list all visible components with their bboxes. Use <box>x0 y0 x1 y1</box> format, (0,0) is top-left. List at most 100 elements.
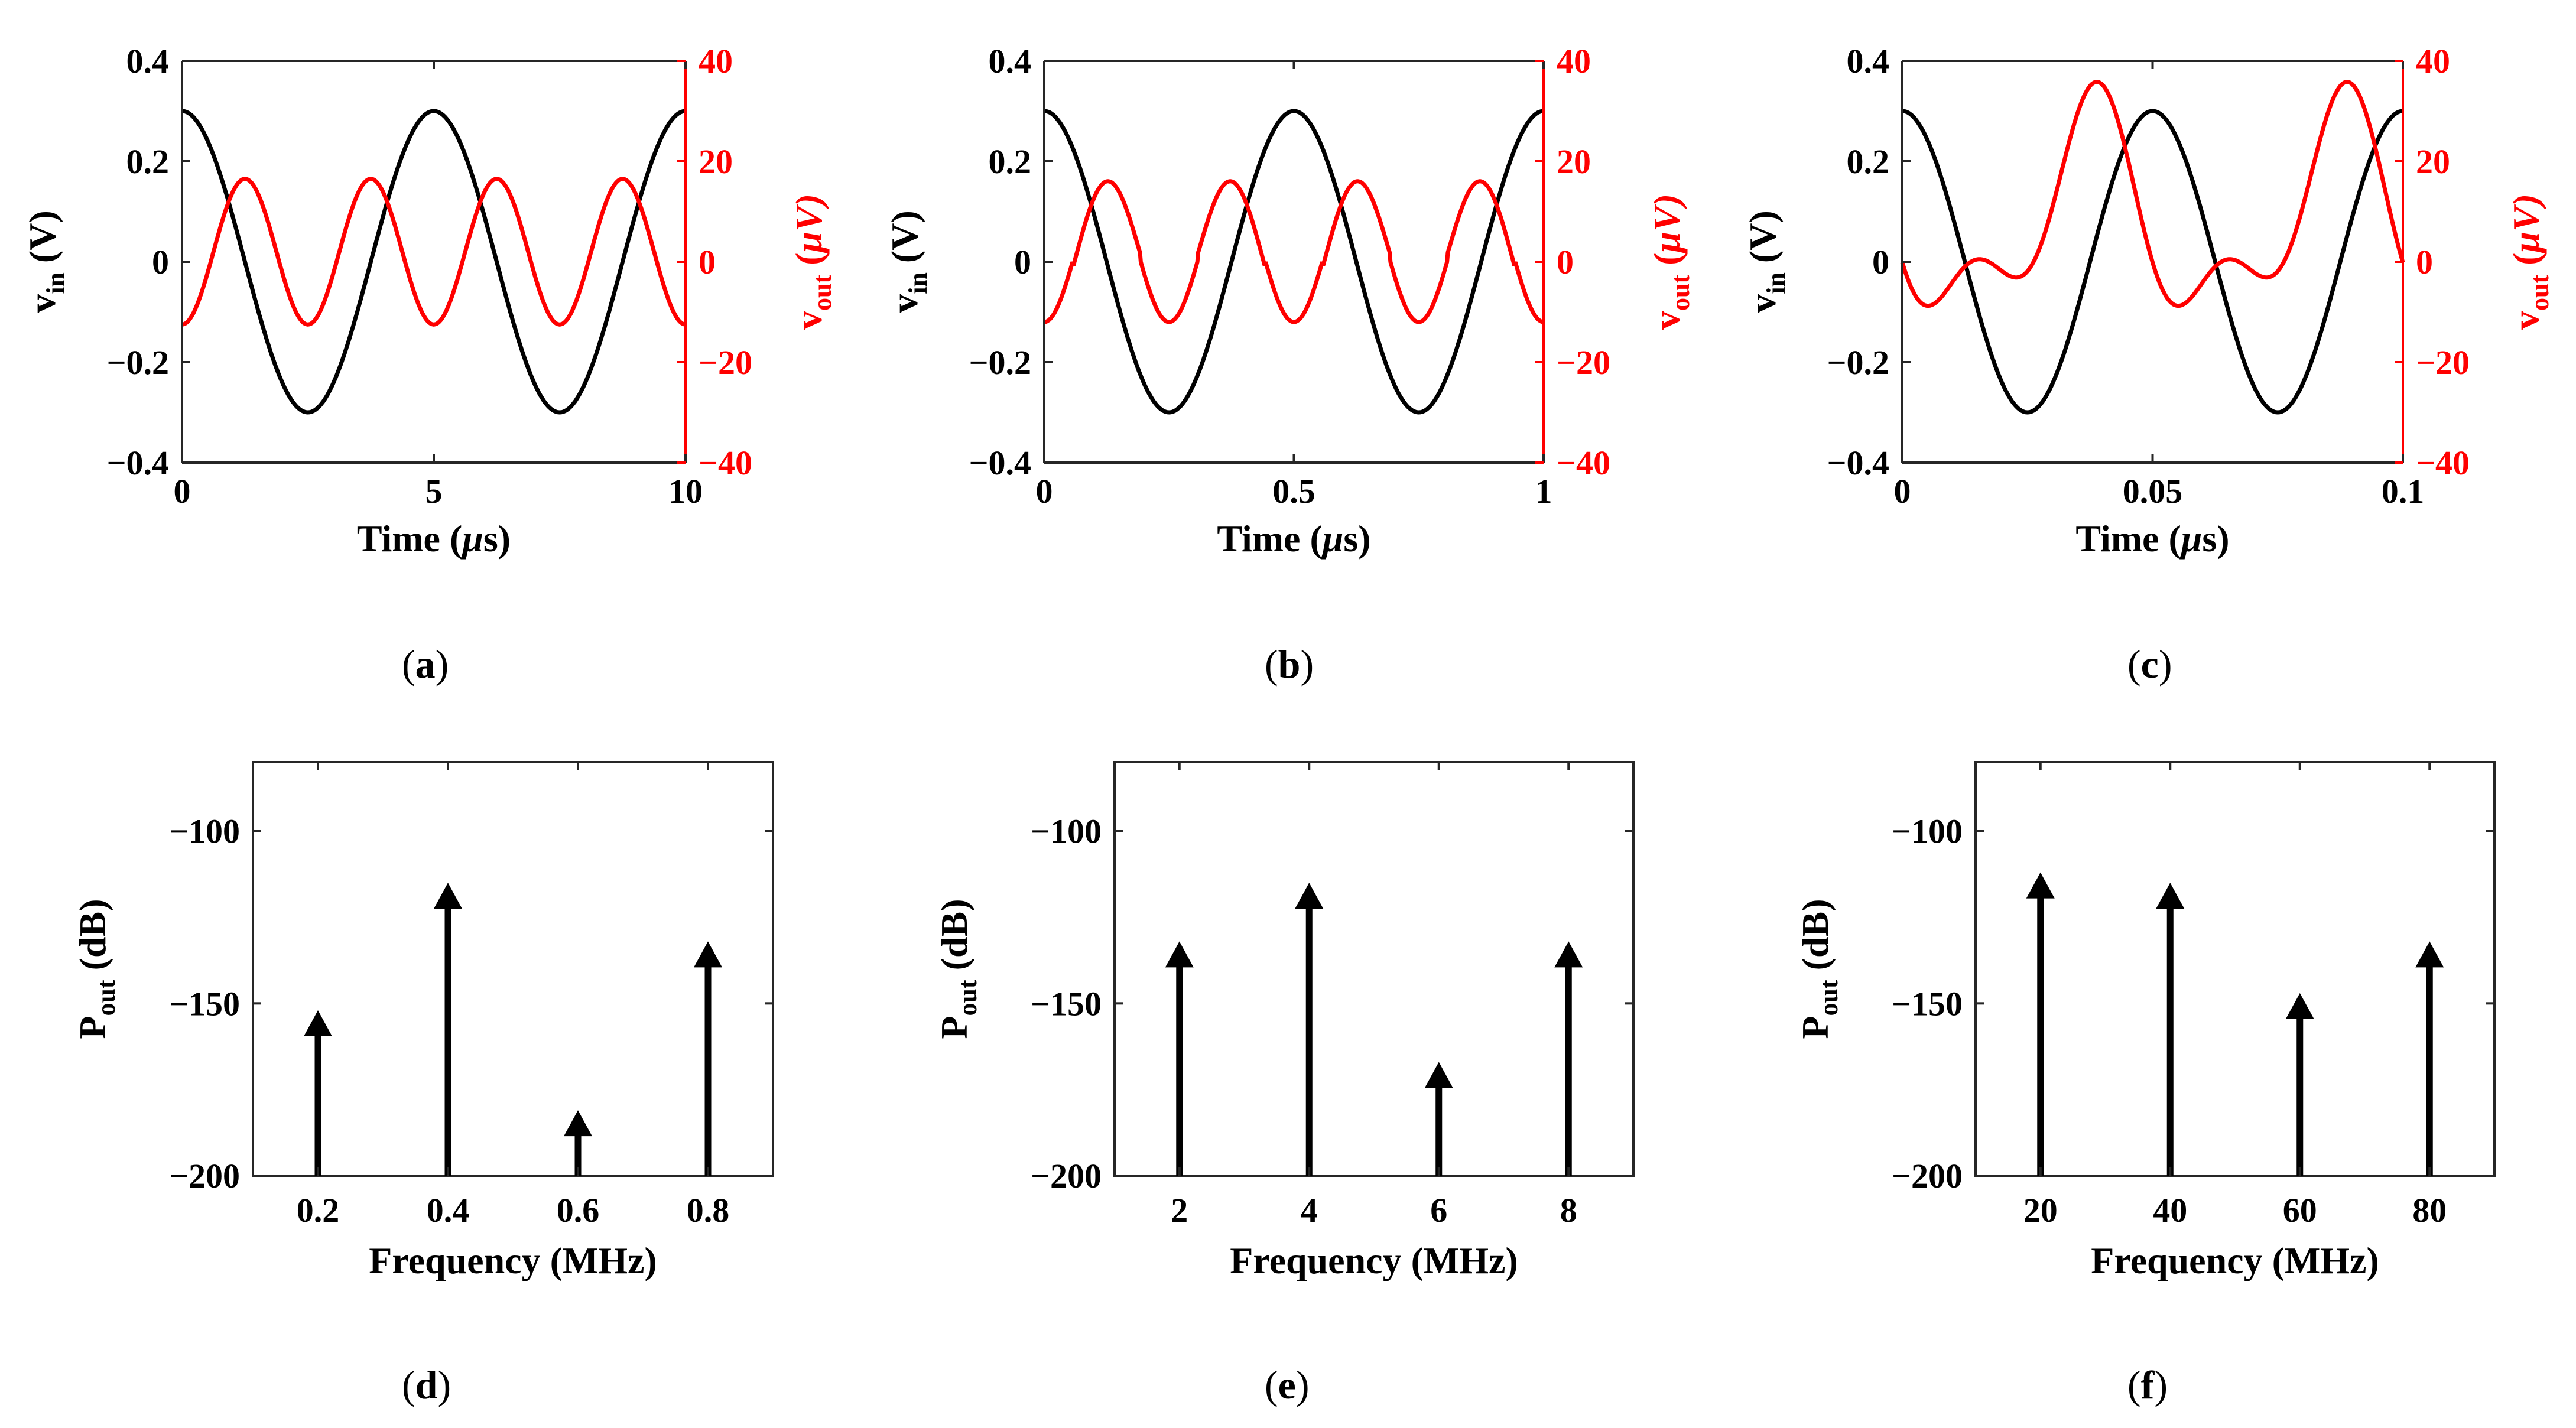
y-tick-label: −200 <box>1892 1157 1963 1195</box>
x-tick-label: 0.2 <box>297 1191 340 1229</box>
panel-label-a: (a) <box>402 642 449 687</box>
y-axis-title-left: vin (V) <box>1742 210 1791 313</box>
x-tick-label: 6 <box>1430 1191 1447 1229</box>
y-right-tick-label: 40 <box>699 42 733 80</box>
chart-a: 0 5 10 0.4 0.2 0 −0.2 −0.4 40 20 0 −20 −40 Time (μs) v… <box>21 42 837 560</box>
vout-series-line <box>181 177 686 327</box>
vout-series-line <box>1044 179 1544 324</box>
y-right-tick-label: −20 <box>699 343 752 382</box>
y-tick-label: 0.2 <box>1847 142 1890 181</box>
stem-arrowhead <box>2026 872 2055 899</box>
x-tick-label: 10 <box>668 472 703 510</box>
y-tick-label: 0 <box>152 243 169 281</box>
stem-arrowhead <box>304 1010 332 1036</box>
x-axis-title: Frequency (MHz) <box>2091 1240 2379 1281</box>
y-tick-label: 0.4 <box>1847 42 1890 80</box>
y-right-tick-label: −40 <box>2416 444 2470 482</box>
y-tick-label: −0.4 <box>1827 444 1889 482</box>
chart-f: 20 40 60 80 −100 −150 −200 Frequency (MHz) Pout … <box>1794 761 2496 1281</box>
plot-frame <box>1974 761 2496 1177</box>
x-tick-label: 0 <box>174 472 191 510</box>
y-axis-title: Pout (dB) <box>1794 899 1843 1039</box>
y-right-tick-label: 20 <box>2416 142 2450 181</box>
x-tick-label: 40 <box>2153 1191 2187 1229</box>
stem-arrowhead <box>1554 941 1583 968</box>
y-axis-title-left: vin (V) <box>21 210 70 313</box>
y-axis-title: Pout (dB) <box>933 899 982 1039</box>
y-right-tick-label: 0 <box>2416 243 2433 281</box>
stem-arrowhead <box>1295 883 1324 909</box>
x-tick-label: 0 <box>1036 472 1053 510</box>
x-tick-label: 20 <box>2023 1191 2058 1229</box>
y-tick-label: −0.4 <box>969 444 1031 482</box>
panel-label-b: (b) <box>1265 642 1314 687</box>
y-tick-label: −150 <box>1031 984 1102 1023</box>
panel-label-f: (f) <box>2127 1362 2168 1407</box>
chart-d: 0.2 0.4 0.6 0.8 −100 −150 −200 Frequency (MHz) P… <box>72 761 774 1281</box>
chart-b: 0 0.5 1 0.4 0.2 0 −0.2 −0.4 40 20 0 −20 −40 Time (μs)… <box>883 42 1695 560</box>
panel-label-d: (d) <box>402 1362 451 1407</box>
chart-e: 2 4 6 8 −100 −150 −200 Frequency (MHz) Pout (dB) <box>933 761 1635 1281</box>
x-tick-label: 80 <box>2412 1191 2447 1229</box>
stem-arrowhead <box>2285 993 2314 1019</box>
y-right-tick-label: −40 <box>699 444 752 482</box>
x-tick-label: 0.5 <box>1272 472 1315 510</box>
y-tick-label: 0.4 <box>989 42 1032 80</box>
vin-series-line <box>1902 109 2403 415</box>
chart-c: 0 0.05 0.1 0.4 0.2 0 −0.2 −0.4 40 20 0 −20 −40 Time (… <box>1742 42 2554 560</box>
y-tick-label: −0.4 <box>106 444 169 482</box>
y-axis-title-right: vout (μV) <box>788 194 837 330</box>
x-tick-label: 1 <box>1535 472 1552 510</box>
x-tick-label: 0.4 <box>427 1191 470 1229</box>
x-tick-label: 4 <box>1301 1191 1318 1229</box>
panel-label-e: (e) <box>1265 1362 1310 1407</box>
y-axis-title-right: vout (μV) <box>2505 194 2554 330</box>
y-axis-title: Pout (dB) <box>72 899 121 1039</box>
stem-arrowhead <box>1165 941 1194 968</box>
x-tick-label: 5 <box>425 472 443 510</box>
x-tick-label: 0.05 <box>2123 472 2183 510</box>
x-tick-label: 0 <box>1894 472 1911 510</box>
vin-series-line <box>1044 109 1544 415</box>
x-axis-title: Frequency (MHz) <box>369 1240 657 1281</box>
stem-arrowhead <box>2415 941 2444 968</box>
stem-arrowhead <box>1424 1062 1453 1088</box>
y-tick-label: −100 <box>1892 812 1963 851</box>
plot-frame <box>252 761 774 1177</box>
x-axis-title: Time (μs) <box>357 518 511 560</box>
x-tick-label: 0.1 <box>2382 472 2425 510</box>
stem-arrowhead <box>434 883 462 909</box>
x-tick-label: 8 <box>1560 1191 1577 1229</box>
x-tick-label: 0.8 <box>687 1191 730 1229</box>
y-tick-label: −100 <box>1031 812 1102 851</box>
x-tick-label: 2 <box>1171 1191 1188 1229</box>
y-tick-label: 0.2 <box>989 142 1032 181</box>
x-axis-title: Time (μs) <box>2075 518 2229 560</box>
y-tick-label: −0.2 <box>969 343 1031 382</box>
x-tick-label: 60 <box>2283 1191 2317 1229</box>
stem-arrowhead <box>2156 883 2185 909</box>
y-tick-label: 0 <box>1872 243 1889 281</box>
y-tick-label: −200 <box>1031 1157 1102 1195</box>
y-right-tick-label: 20 <box>1557 142 1591 181</box>
x-axis-title: Frequency (MHz) <box>1230 1240 1518 1281</box>
y-right-tick-label: 20 <box>699 142 733 181</box>
y-tick-label: −0.2 <box>1827 343 1889 382</box>
y-tick-label: −200 <box>169 1157 240 1195</box>
vin-series-line <box>181 109 686 415</box>
y-tick-label: −150 <box>1892 984 1963 1023</box>
y-tick-label: −0.2 <box>106 343 169 382</box>
stem-arrowhead <box>564 1110 592 1137</box>
y-axis-title-right: vout (μV) <box>1646 194 1695 330</box>
y-right-tick-label: −20 <box>2416 343 2470 382</box>
y-right-tick-label: 0 <box>699 243 716 281</box>
vout-series-line <box>1900 80 2405 308</box>
y-right-tick-label: −20 <box>1557 343 1610 382</box>
stem-arrowhead <box>694 941 722 968</box>
x-tick-label: 0.6 <box>557 1191 600 1229</box>
y-right-tick-label: 40 <box>1557 42 1591 80</box>
y-right-tick-label: 0 <box>1557 243 1574 281</box>
x-axis-title: Time (μs) <box>1217 518 1370 560</box>
